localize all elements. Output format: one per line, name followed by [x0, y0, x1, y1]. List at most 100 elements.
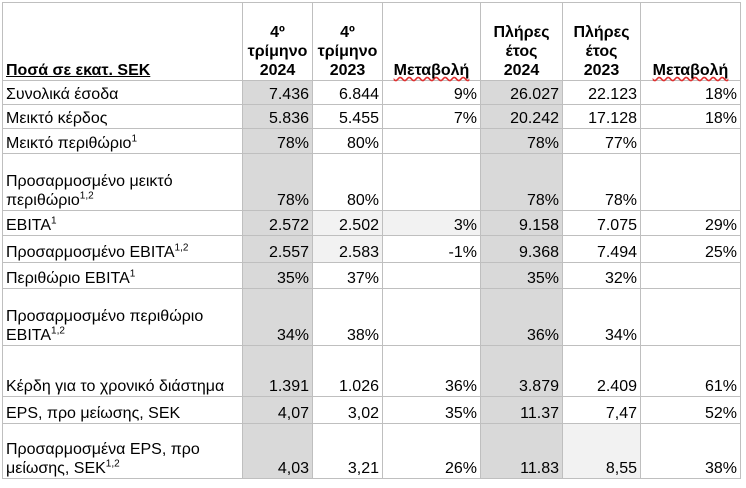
header-cell: Ποσά σε εκατ. SEK: [2, 2, 243, 81]
row-label-cell: Προσαρμοσμένο EBITA1,2: [2, 235, 243, 263]
row-label: EBITA: [6, 217, 52, 234]
cell-value: 25%: [704, 244, 737, 261]
value-cell: 7,47: [562, 396, 641, 424]
value-cell: 78%: [562, 153, 641, 211]
header-year: Μεταβολή: [393, 62, 470, 79]
value-cell: 9.158: [480, 210, 563, 236]
value-cell: 80%: [312, 153, 383, 211]
value-cell: 4,03: [242, 423, 313, 479]
value-cell: 8,55: [562, 423, 641, 479]
row-label-cell: EPS, προ μείωσης, SEK: [2, 396, 243, 424]
cell-value: 77%: [604, 135, 637, 152]
cell-value: 20.242: [510, 110, 559, 127]
footnote-ref: 1: [51, 215, 57, 227]
row-label-cell: Προσαρμοσμένα EPS, προ μείωσης, SEK1,2: [2, 423, 243, 479]
header-year: 2024: [503, 62, 540, 79]
cell-value: 11.83: [520, 460, 559, 477]
value-cell: -1%: [382, 235, 481, 263]
cell-value: 3,21: [347, 460, 379, 477]
cell-value: 36%: [444, 378, 477, 395]
header-cell: Πλήρες έτος 2024: [480, 2, 563, 81]
financial-table: Ποσά σε εκατ. SEK 4º τρίμηνο 2024 4º τρίμην…: [2, 2, 741, 479]
row-label: Συνολικά έσοδα: [6, 86, 119, 103]
value-cell: 18%: [640, 104, 741, 129]
cell-value: 2.557: [268, 244, 309, 261]
cell-value: 26.027: [510, 86, 559, 103]
row-label: EPS, προ μείωσης, SEK: [6, 405, 181, 422]
value-cell: 35%: [480, 262, 563, 289]
value-cell: 52%: [640, 396, 741, 424]
cell-value: 3%: [453, 217, 477, 234]
value-cell: 3,21: [312, 423, 383, 479]
cell-value: 2.409: [596, 378, 637, 395]
cell-value: 17.128: [588, 110, 637, 127]
cell-value: 38%: [346, 327, 379, 344]
cell-value: 5.836: [268, 110, 309, 127]
header-period: Πλήρες έτος: [573, 24, 630, 60]
value-cell: 2.583: [312, 235, 383, 263]
value-cell: 38%: [312, 288, 383, 346]
value-cell: 35%: [382, 396, 481, 424]
value-cell: 29%: [640, 210, 741, 236]
table-row: Μεικτό περιθώριο1 78% 80% 78% 77%: [2, 128, 741, 154]
row-label-cell: Μεικτό περιθώριο1: [2, 128, 243, 154]
cell-value: 37%: [346, 270, 379, 287]
table-row: Κέρδη για το χρονικό διάστημα 1.391 1.026 3…: [2, 345, 741, 397]
value-cell: 22.123: [562, 80, 641, 105]
value-cell: 2.557: [242, 235, 313, 263]
value-cell: 32%: [562, 262, 641, 289]
row-label: Προσαρμοσμένο μεικτό περιθώριο: [6, 173, 173, 209]
value-cell: [640, 128, 741, 154]
header-cell: 4º τρίμηνο 2024: [242, 2, 313, 81]
row-label-cell: Συνολικά έσοδα: [2, 80, 243, 105]
value-cell: 2.572: [242, 210, 313, 236]
value-cell: 7%: [382, 104, 481, 129]
cell-value: 34%: [276, 327, 309, 344]
cell-value: 78%: [526, 135, 559, 152]
header-year: 2023: [583, 62, 620, 79]
value-cell: 5.455: [312, 104, 383, 129]
header-row: Ποσά σε εκατ. SEK 4º τρίμηνο 2024 4º τρίμην…: [2, 2, 741, 81]
cell-value: 4,07: [277, 405, 309, 422]
footnote-ref: 1,2: [174, 242, 189, 254]
cell-value: 78%: [604, 192, 637, 209]
value-cell: 9.368: [480, 235, 563, 263]
cell-value: 2.583: [338, 244, 379, 261]
cell-value: 4,03: [277, 460, 309, 477]
row-label-cell: Προσαρμοσμένο μεικτό περιθώριο1,2: [2, 153, 243, 211]
cell-value: 7%: [453, 110, 477, 127]
cell-value: 35%: [526, 270, 559, 287]
value-cell: 78%: [242, 153, 313, 211]
cell-value: 18%: [704, 110, 737, 127]
cell-value: 9%: [453, 86, 477, 103]
cell-value: 38%: [704, 460, 737, 477]
value-cell: 78%: [480, 153, 563, 211]
cell-value: 1.026: [338, 378, 379, 395]
header-year: 2024: [259, 62, 296, 79]
header-label: Ποσά σε εκατ. SEK: [6, 62, 151, 79]
value-cell: 26%: [382, 423, 481, 479]
cell-value: 7.436: [268, 86, 309, 103]
value-cell: 26.027: [480, 80, 563, 105]
value-cell: 77%: [562, 128, 641, 154]
row-label: Προσαρμοσμένα EPS, προ μείωσης, SEK: [6, 441, 200, 477]
cell-value: 35%: [276, 270, 309, 287]
cell-value: 3,02: [347, 405, 379, 422]
value-cell: 3,02: [312, 396, 383, 424]
header-cell: Μεταβολή: [382, 2, 481, 81]
value-cell: [382, 262, 481, 289]
value-cell: 4,07: [242, 396, 313, 424]
cell-value: 22.123: [588, 86, 637, 103]
cell-value: 18%: [704, 86, 737, 103]
table-row: Προσαρμοσμένα EPS, προ μείωσης, SEK1,2 4,…: [2, 423, 741, 479]
cell-value: 78%: [276, 135, 309, 152]
row-label: Κέρδη για το χρονικό διάστημα: [6, 378, 225, 395]
header-year: 2023: [329, 62, 366, 79]
value-cell: 5.836: [242, 104, 313, 129]
value-cell: 7.075: [562, 210, 641, 236]
value-cell: [640, 288, 741, 346]
value-cell: [382, 128, 481, 154]
footnote-ref: 1: [131, 133, 138, 145]
row-label-cell: EBITA1: [2, 210, 243, 236]
